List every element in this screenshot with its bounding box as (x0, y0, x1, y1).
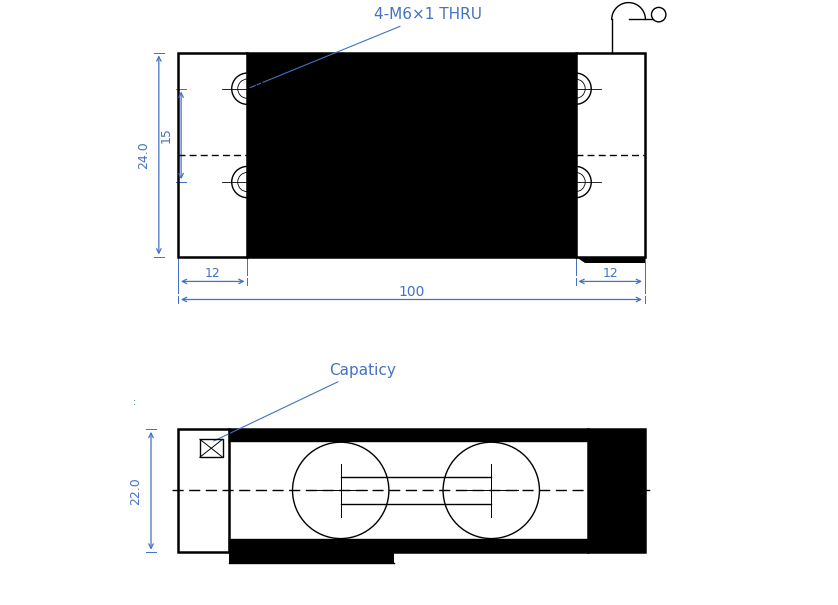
Text: 12: 12 (603, 267, 618, 280)
Text: :: : (133, 397, 137, 407)
Text: 15: 15 (160, 128, 173, 143)
Bar (230, 429, 587, 441)
Text: 4-M6×1 THRU: 4-M6×1 THRU (250, 7, 482, 88)
Bar (199, 439, 223, 457)
Bar (230, 552, 394, 563)
Text: 100: 100 (398, 285, 425, 299)
Bar (178, 429, 230, 552)
Bar (178, 53, 644, 257)
Text: 22.0: 22.0 (130, 477, 142, 505)
Text: 12: 12 (204, 267, 220, 280)
Bar (247, 53, 576, 257)
Text: 24.0: 24.0 (137, 141, 150, 169)
Bar (587, 429, 644, 552)
Text: Capaticy: Capaticy (214, 363, 396, 441)
Polygon shape (576, 257, 644, 263)
Bar (230, 538, 587, 552)
